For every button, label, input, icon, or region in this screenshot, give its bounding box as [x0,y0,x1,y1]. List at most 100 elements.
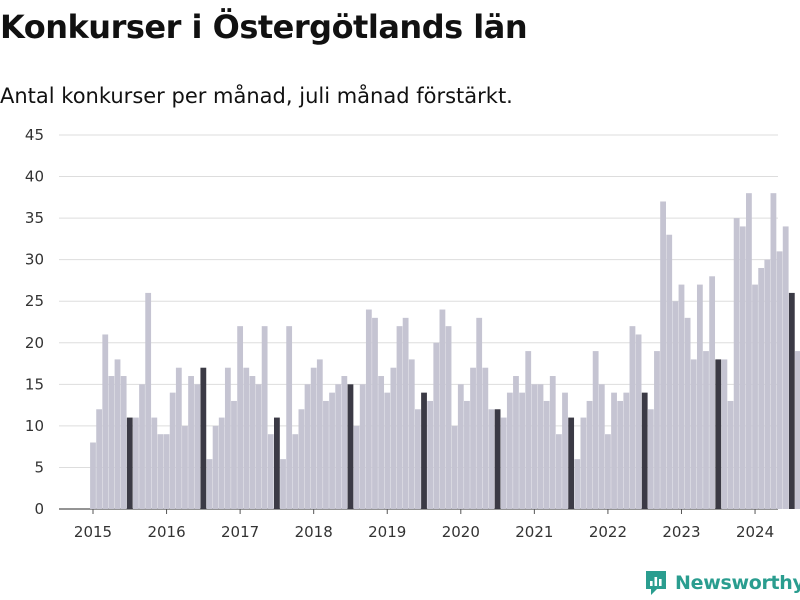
bar [752,284,758,509]
bar [629,326,636,509]
bar [347,384,354,509]
bar [335,384,342,509]
bar [108,376,115,509]
bar [562,392,568,509]
y-tick-label: 0 [34,500,44,518]
y-tick-label: 15 [25,375,44,393]
y-tick-label: 40 [25,168,44,186]
bar [439,309,446,509]
bar [666,234,673,509]
bar [654,351,660,509]
bar [188,376,194,509]
x-tick-label: 2023 [662,523,700,541]
chart-subtitle: Antal konkurser per månad, juli månad fö… [0,84,513,108]
bar [445,326,452,509]
bar [163,434,170,509]
bar [795,351,800,509]
bar [709,276,716,509]
bar [169,392,176,509]
bar [623,392,630,509]
bar [427,400,434,509]
bar [157,434,164,509]
bar [543,400,550,509]
bar [243,367,250,509]
bar [598,384,605,509]
bar [323,400,329,509]
bar [457,384,464,509]
bar [696,284,703,509]
bar [488,409,495,509]
bar [647,409,654,509]
bar [690,359,697,509]
y-tick-label: 20 [25,334,44,352]
bar [206,459,213,509]
y-tick-label: 45 [25,126,44,144]
x-tick-label: 2021 [515,523,553,541]
bar [218,417,225,509]
bar [414,409,421,509]
bar [660,201,666,509]
bar [476,317,483,509]
bar [672,301,679,509]
bar [513,376,519,509]
bar [353,425,360,509]
bar [525,351,532,509]
bar [739,226,746,509]
x-tick-label: 2017 [221,523,259,541]
bar [678,284,685,509]
bar [531,384,538,509]
bar [126,417,133,509]
bar [500,417,507,509]
bar [90,442,96,509]
bar [451,425,458,509]
bar [764,259,771,509]
bar [310,367,317,509]
x-tick-label: 2024 [736,523,774,541]
bar [396,326,403,509]
bar [175,367,182,509]
y-tick-label: 10 [25,417,44,435]
bar [292,434,299,509]
bar [782,226,789,509]
y-tick-label: 35 [25,209,44,227]
bar [359,384,366,509]
bar [114,359,121,509]
bar [537,384,544,509]
bar [194,384,201,509]
bar [102,334,109,509]
bar [684,317,691,509]
newsworthy-logo-icon [646,571,666,595]
bar [617,400,624,509]
y-tick-label: 25 [25,292,44,310]
bar [139,384,145,509]
bar [151,417,158,509]
bar [635,334,642,509]
bar [286,326,293,509]
bar [605,434,611,509]
bar [746,193,752,509]
bar [586,400,593,509]
bar [519,392,525,509]
bar [758,267,765,509]
bar [267,434,274,509]
bar [237,326,244,509]
bar [255,384,262,509]
bar [212,425,219,509]
y-tick-label: 30 [25,251,44,269]
bar [249,376,256,509]
bar [261,326,268,509]
bar [402,317,409,509]
bar [182,425,188,509]
bar [365,309,372,509]
bar [555,434,562,509]
bar [580,417,587,509]
bar [316,359,323,509]
bar [341,376,348,509]
bar [641,392,648,509]
bar [776,251,783,509]
bar [727,400,734,509]
bar [274,417,280,509]
bar [574,459,581,509]
brand-name: Newsworthy [675,572,800,594]
